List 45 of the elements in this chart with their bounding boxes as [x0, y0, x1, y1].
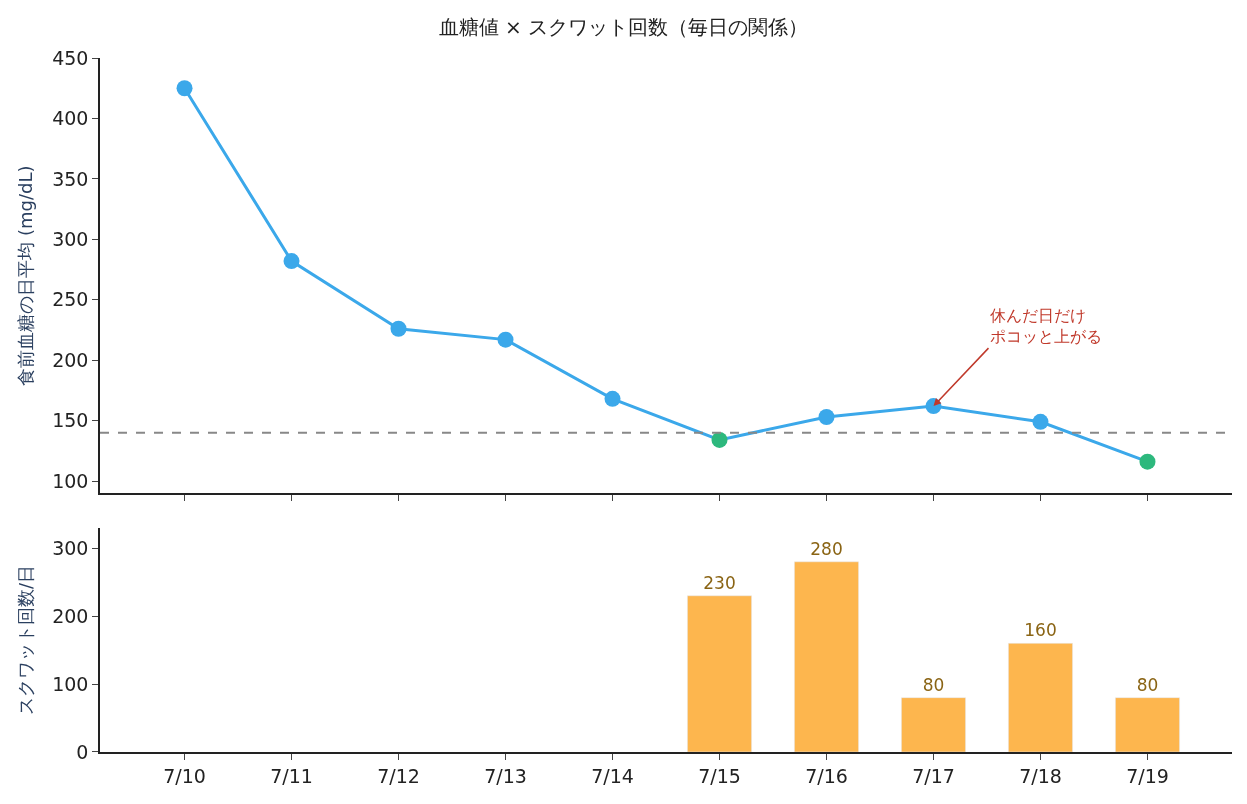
point: [283, 253, 300, 270]
data-label: 80: [1136, 674, 1159, 695]
y-axis-title: 食前血糖の日平均 (mg/dL): [14, 165, 36, 386]
point: [818, 408, 835, 425]
chart-title: 血糖値 × スクワット回数（毎日の関係）: [438, 15, 809, 40]
bar: [1115, 697, 1180, 752]
y-tick-label: 150: [52, 409, 89, 432]
point: [1139, 453, 1156, 470]
x-tick-label: 7/18: [1019, 764, 1062, 787]
x-tick-label: 7/13: [484, 764, 527, 787]
x-tick-label: 7/11: [270, 764, 313, 787]
x-tick-label: 7/12: [377, 764, 420, 787]
x-tick-label: 7/19: [1126, 764, 1169, 787]
x-tick-label: 7/14: [591, 764, 634, 787]
y-tick-label: 0: [76, 740, 89, 763]
y-tick-label: 200: [52, 604, 89, 627]
point: [1032, 413, 1049, 430]
bar: [794, 561, 859, 752]
y-tick-label: 200: [52, 348, 89, 371]
y-tick-label: 300: [52, 536, 89, 559]
y-tick-label: 400: [52, 107, 89, 130]
data-label: 280: [810, 538, 843, 559]
bar: [1008, 643, 1073, 752]
data-label: 230: [703, 572, 736, 593]
x-tick-label: 7/16: [805, 764, 848, 787]
bar: [901, 697, 966, 752]
bar: [687, 595, 752, 752]
y-tick-label: 300: [52, 227, 89, 250]
y-tick-label: 350: [52, 167, 89, 190]
y-tick-label: 250: [52, 288, 89, 311]
data-label: 80: [922, 674, 945, 695]
point: [711, 431, 728, 448]
point: [390, 320, 407, 337]
point: [497, 331, 514, 348]
x-tick-label: 7/15: [698, 764, 741, 787]
point: [604, 390, 621, 407]
y-tick-label: 450: [52, 46, 89, 69]
x-tick-label: 7/10: [163, 764, 206, 787]
point: [176, 80, 193, 97]
data-label: 160: [1024, 620, 1057, 641]
annotation: 休んだ日だけポコッと上がる: [990, 306, 1102, 346]
x-tick-label: 7/17: [912, 764, 955, 787]
y-tick-label: 100: [52, 672, 89, 695]
y-axis-title: スクワット回数/日: [14, 564, 36, 715]
y-tick-label: 100: [52, 469, 89, 492]
